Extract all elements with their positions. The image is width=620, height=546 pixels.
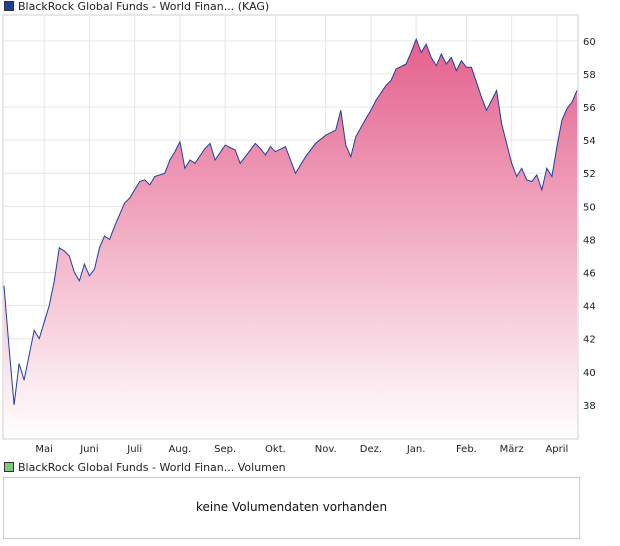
x-tick-label: Jan.	[406, 444, 426, 455]
volume-legend: BlackRock Global Funds - World Finan... …	[4, 461, 286, 475]
y-tick-label: 56	[583, 103, 596, 114]
y-tick-label: 44	[583, 302, 596, 313]
x-tick-label: Nov.	[315, 444, 337, 455]
price-chart: 38 40 42 44 46 48 50 52 54 56 58 60 Mai Juni Juli Aug.…	[2, 14, 596, 455]
y-tick-label: 40	[583, 368, 596, 379]
price-legend-label: BlackRock Global Funds - World Finan... …	[18, 0, 270, 13]
x-tick-label: Aug.	[169, 444, 192, 455]
y-tick-label: 48	[583, 235, 596, 246]
y-tick-label: 38	[583, 401, 596, 412]
x-axis-ticks: Mai Juni Juli Aug. Sep. Okt. Nov. Dez. Jan. Feb. M…	[35, 444, 568, 455]
x-tick-label: Sep.	[214, 444, 236, 455]
y-tick-label: 58	[583, 70, 596, 81]
y-tick-label: 60	[583, 37, 596, 48]
x-tick-label: Feb.	[456, 444, 477, 455]
price-legend-swatch	[4, 1, 14, 11]
x-tick-label: Juni	[79, 444, 98, 455]
x-tick-label: Okt.	[265, 444, 286, 455]
x-tick-label: Dez.	[360, 444, 382, 455]
y-tick-label: 50	[583, 202, 596, 213]
y-tick-label: 42	[583, 335, 596, 346]
x-tick-label: März	[500, 444, 524, 455]
x-tick-label: April	[545, 444, 568, 455]
x-tick-label: Juli	[126, 444, 142, 455]
price-legend: BlackRock Global Funds - World Finan... …	[4, 0, 269, 14]
volume-legend-label: BlackRock Global Funds - World Finan... …	[18, 461, 286, 474]
volume-legend-swatch	[4, 462, 14, 472]
price-line	[3, 37, 578, 405]
y-tick-label: 52	[583, 169, 596, 180]
no-volume-message: keine Volumendaten vorhanden	[195, 500, 388, 514]
price-area	[4, 39, 577, 438]
y-axis-ticks: 38 40 42 44 46 48 50 52 54 56 58 60	[583, 37, 596, 412]
y-tick-label: 54	[583, 136, 596, 147]
volume-chart: keine Volumendaten vorhanden	[3, 477, 580, 539]
y-tick-label: 46	[583, 269, 596, 280]
x-tick-label: Mai	[35, 444, 53, 455]
